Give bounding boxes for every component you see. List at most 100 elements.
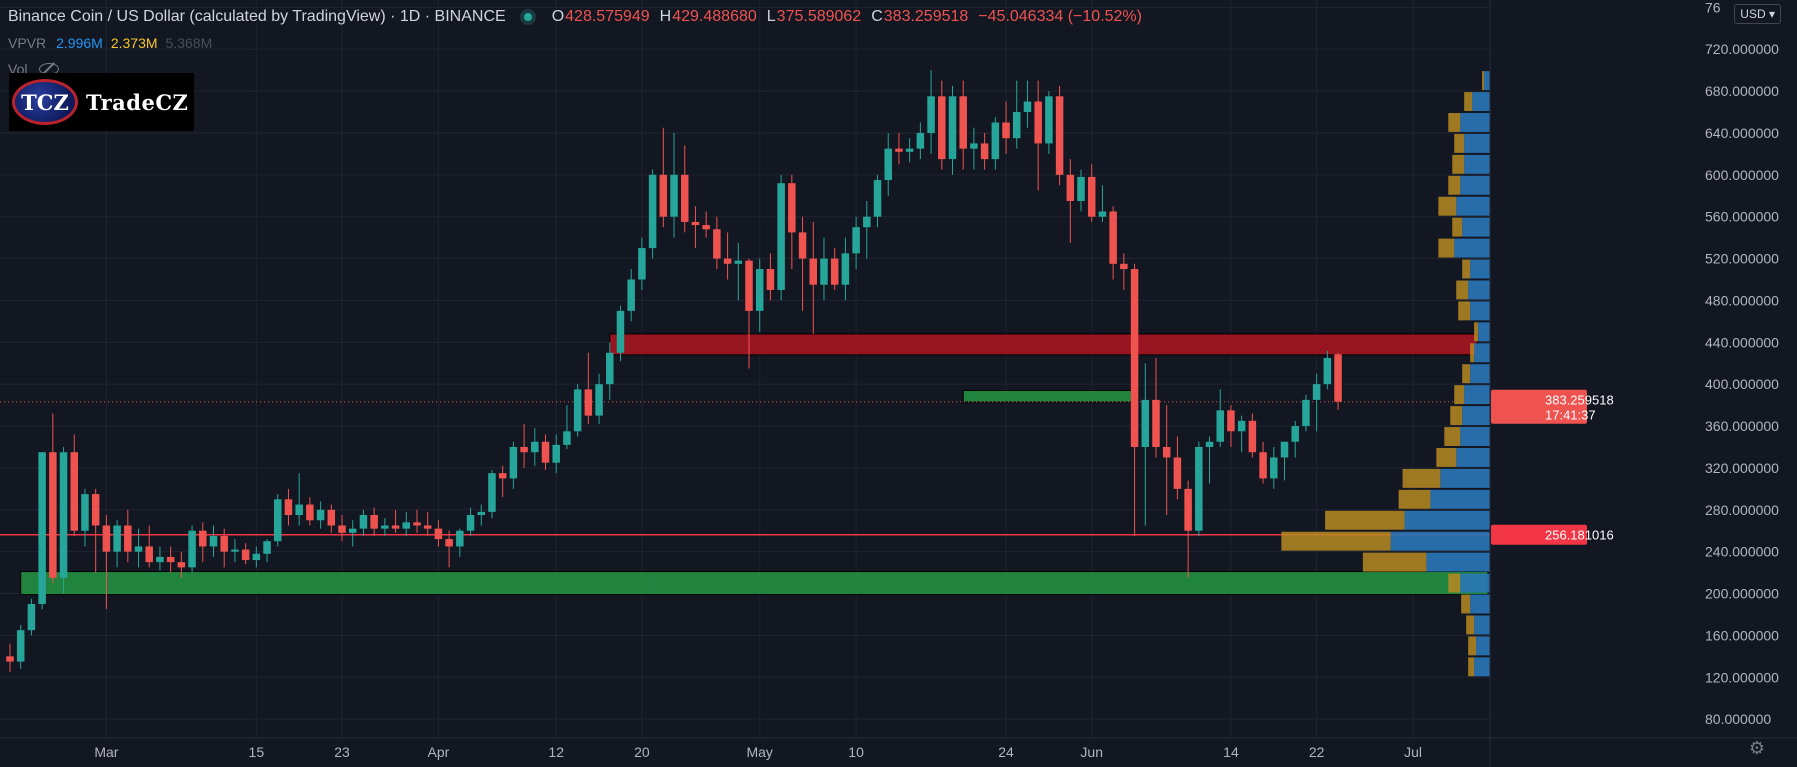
candle-body [755, 269, 764, 311]
volume-profile-down-bar [1454, 385, 1465, 405]
candle-body [938, 96, 946, 160]
candle-body [1130, 269, 1139, 447]
candle-body [531, 441, 539, 453]
candle-body [1205, 441, 1214, 447]
time-tick-label: 22 [1309, 744, 1325, 760]
candle-body [188, 530, 196, 568]
volume-profile-down-bar [1464, 92, 1473, 112]
volume-profile-up-bar [1472, 92, 1490, 112]
support-zone [962, 389, 1136, 403]
tradecz-logo: TCZ TradeCZ [9, 73, 194, 131]
price-tick-label: 640.000000 [1705, 125, 1779, 141]
time-tick-label: Jun [1080, 744, 1103, 760]
candle-body [627, 279, 635, 311]
volume-profile-up-bar [1460, 427, 1490, 446]
candle-body [616, 310, 625, 353]
time-axis[interactable]: Mar 15 23 Apr 12 20 May 10 24 Jun 14 22 Jul [0, 737, 1797, 760]
price-axis-bg [1490, 0, 1797, 767]
price-tick-label: 280.000000 [1705, 502, 1779, 518]
volume-profile-up-bar [1426, 552, 1490, 572]
market-status-icon [523, 13, 532, 21]
volume-profile-up-bar [1430, 489, 1490, 509]
price-tick-label: 480.000000 [1705, 292, 1779, 308]
candle-body [1323, 358, 1332, 385]
vpvr-indicator-row[interactable]: VPVR 2.996M 2.373M 5.368M [8, 30, 1152, 56]
candle-body [16, 630, 25, 662]
candle-body [852, 227, 860, 254]
candle-body [520, 446, 528, 453]
candle-body [220, 535, 228, 552]
price-tick-label: 120.000000 [1705, 669, 1779, 685]
price-tick-label: 680.000000 [1705, 83, 1779, 99]
candle-body [798, 232, 807, 259]
logo-badge: TCZ [12, 79, 78, 125]
price-tick-label: 160.000000 [1705, 627, 1779, 643]
volume-profile-up-bar [1474, 615, 1490, 635]
candle-body [241, 549, 250, 561]
volume-profile-up-bar [1470, 301, 1490, 321]
volume-profile-up-bar [1474, 657, 1490, 677]
candle-body [413, 522, 421, 526]
candle-body [1248, 420, 1257, 453]
candle-body [134, 546, 143, 552]
candle-body [456, 530, 464, 547]
countdown-label: 17:41:37 [1545, 408, 1596, 423]
open-value: 428.575949 [565, 8, 650, 25]
candle-body [905, 148, 914, 152]
candle-body [113, 525, 121, 552]
candle-body [970, 143, 978, 149]
candle-body [391, 525, 400, 529]
volume-profile-up-bar [1440, 468, 1490, 488]
candle-body [466, 515, 475, 531]
volume-profile-down-bar [1444, 427, 1461, 446]
candle-body [573, 389, 582, 432]
currency-button[interactable]: USD ▾ [1734, 4, 1781, 24]
grid [0, 0, 1490, 738]
logo-name: TradeCZ [86, 89, 189, 115]
candle-body [1173, 457, 1182, 489]
volume-profile-down-bar [1438, 238, 1455, 258]
candle-body [231, 549, 239, 552]
volume-profile-down-bar [1461, 594, 1471, 614]
gear-icon[interactable]: ⚙ [1748, 738, 1765, 758]
price-tick-label: 560.000000 [1705, 209, 1779, 225]
volume-profile-down-bar [1448, 113, 1461, 132]
candle-body [263, 541, 271, 554]
candle-body [830, 258, 839, 285]
candle-body [959, 96, 967, 149]
candle-body [102, 525, 111, 552]
price-tick-label: 520.000000 [1705, 251, 1779, 267]
vpvr-down-volume: 2.373M [110, 35, 158, 51]
symbol-title[interactable]: Binance Coin / US Dollar (calculated by … [8, 8, 506, 25]
candle-body [91, 494, 100, 526]
volume-profile-down-bar [1450, 406, 1463, 426]
candle-body [1045, 96, 1053, 144]
candle-body [734, 260, 743, 264]
high-value: 429.488680 [672, 8, 757, 25]
candle-body [606, 352, 614, 385]
open-label: O [551, 8, 565, 25]
chart-legend: Binance Coin / US Dollar (calculated by … [8, 4, 1152, 82]
candle-body [563, 431, 571, 445]
price-tick-label: 600.000000 [1705, 167, 1779, 183]
candle-body [1109, 211, 1117, 264]
candle-body [691, 221, 700, 226]
candle-body [1237, 420, 1246, 432]
horizontal-lines [0, 401, 1490, 536]
candle-body [659, 174, 668, 217]
candle-body [1162, 446, 1171, 458]
price-axis[interactable]: 80.000000 120.000000 160.000000 200.000000 2… [1489, 0, 1797, 767]
vpvr-up-volume: 2.996M [56, 35, 103, 51]
candle-body [434, 528, 443, 540]
volume-profile-up-bar [1454, 238, 1490, 258]
candle-body [1291, 426, 1299, 442]
candle-body [70, 452, 79, 531]
candle-body [595, 384, 603, 416]
candle-body [6, 656, 14, 662]
close-label: C [871, 8, 883, 25]
candle-body [370, 515, 378, 529]
candle-body [338, 525, 346, 533]
candle-body [209, 535, 218, 547]
candle-body [1152, 399, 1160, 447]
